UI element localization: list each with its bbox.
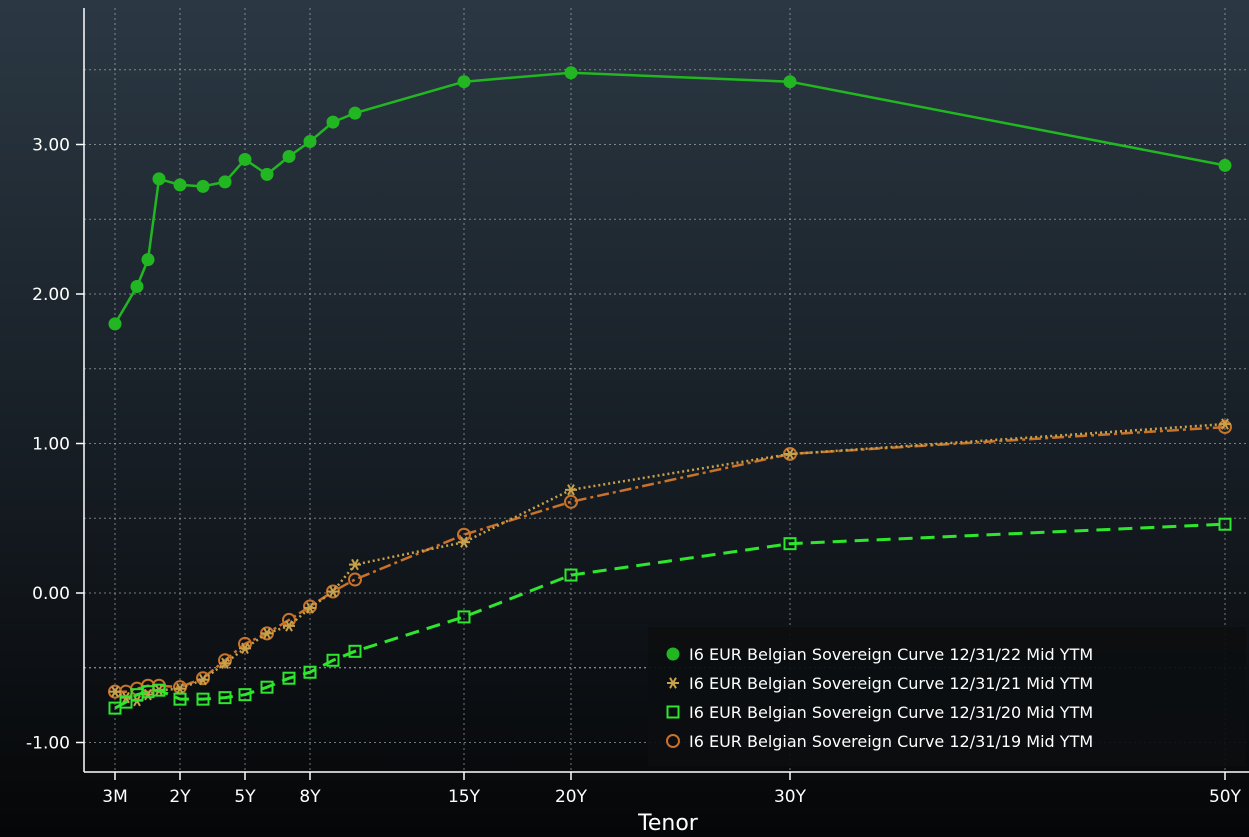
legend-label: I6 EUR Belgian Sovereign Curve 12/31/22 … [689,645,1093,664]
data-point [564,494,578,509]
data-point [564,568,578,582]
data-point [152,172,166,186]
data-point [238,152,252,166]
legend-box [648,627,1246,766]
data-point [784,448,796,460]
data-point [303,135,317,149]
data-point [303,599,317,614]
data-point [197,674,209,686]
data-point [282,149,296,163]
data-point [783,537,797,551]
legend-item: I6 EUR Belgian Sovereign Curve 12/31/20 … [666,703,1093,722]
data-point [348,106,362,120]
x-axis-title: Tenor [637,811,699,836]
data-point [196,692,210,706]
data-point [783,75,797,89]
data-point [667,677,679,689]
x-axis-ticks: 3M 2Y 5Y 8Y 15Y 20Y 30Y 50Y [102,772,1242,807]
data-point [218,653,232,668]
data-point [173,178,187,192]
data-point [174,682,186,695]
legend-item: I6 EUR Belgian Sovereign Curve 12/31/19 … [666,732,1093,751]
data-point [109,685,121,698]
data-point [457,610,471,624]
data-point [326,653,340,667]
series-2 [108,517,1232,715]
series-layer [108,66,1232,715]
data-point [304,602,316,614]
data-point [666,734,680,748]
data-point [261,627,273,640]
data-point [1218,158,1232,172]
y-axis-ticks: -1.00 0.00 1.00 2.00 3.00 [26,136,84,754]
data-point [283,620,295,632]
data-point [303,665,317,679]
x-tick-label: 15Y [448,787,481,807]
legend-label: I6 EUR Belgian Sovereign Curve 12/31/20 … [689,703,1093,722]
series-line [114,522,1226,710]
y-tick-label: 3.00 [32,136,70,156]
data-point [666,705,680,719]
legend-label: I6 EUR Belgian Sovereign Curve 12/31/19 … [689,732,1093,751]
x-tick-label: 50Y [1209,787,1242,807]
legend: I6 EUR Belgian Sovereign Curve 12/31/22 … [648,627,1246,766]
data-point [130,280,144,294]
data-point [141,253,155,267]
data-point [1218,420,1232,435]
legend-item: I6 EUR Belgian Sovereign Curve 12/31/21 … [667,674,1093,693]
x-tick-label: 5Y [234,787,256,807]
data-point [457,75,471,89]
data-point [348,644,362,658]
data-point [260,680,274,694]
x-tick-label: 3M [102,787,127,807]
data-point [1218,517,1232,531]
data-point [108,317,122,331]
x-tick-label: 30Y [774,787,807,807]
data-point [564,66,578,80]
data-point [218,691,232,705]
data-point [1219,418,1231,430]
data-point [119,695,133,709]
data-point [196,671,210,686]
data-point [120,691,132,704]
data-point [348,572,362,587]
data-point [196,179,210,193]
data-point [173,692,187,706]
data-point [219,657,231,669]
data-point [152,683,166,697]
y-tick-label: -1.00 [26,734,70,754]
data-point [260,167,274,181]
y-tick-label: 2.00 [32,285,70,305]
data-point [282,671,296,685]
series-0 [108,66,1232,331]
legend-label: I6 EUR Belgian Sovereign Curve 12/31/21 … [689,674,1093,693]
data-point [218,175,232,189]
data-point [326,115,340,129]
data-point [458,536,470,548]
x-tick-label: 2Y [169,787,191,807]
data-point [239,642,251,655]
data-point [238,688,252,702]
data-point [565,484,577,496]
legend-item: I6 EUR Belgian Sovereign Curve 12/31/22 … [666,645,1093,664]
x-tick-label: 20Y [555,787,588,807]
x-tick-label: 8Y [299,787,321,807]
data-point [666,647,680,661]
y-tick-label: 1.00 [32,435,70,455]
data-point [327,585,339,598]
data-point [349,558,361,571]
y-tick-label: 0.00 [32,584,70,604]
